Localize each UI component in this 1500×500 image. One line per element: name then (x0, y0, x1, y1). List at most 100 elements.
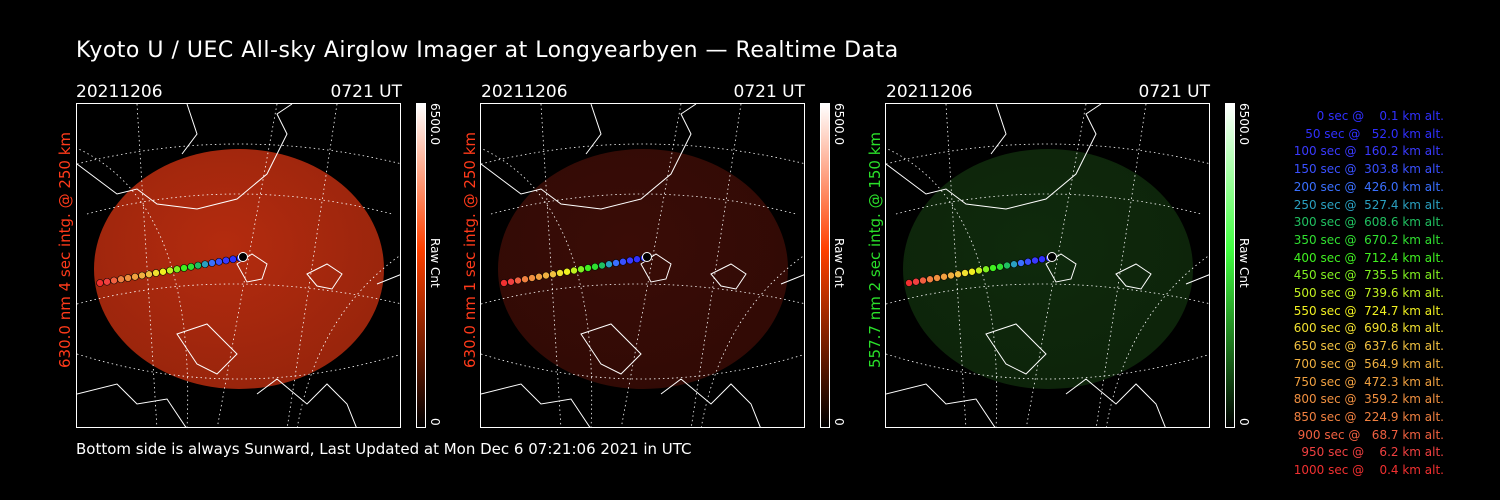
coastline (176, 323, 238, 375)
track-point (535, 272, 543, 281)
track-point (989, 264, 997, 272)
track-point (919, 276, 927, 285)
airglow-disk (94, 149, 384, 389)
track-point (138, 271, 146, 280)
legend-row: 350 sec @ 670.2 km alt. (1289, 232, 1444, 247)
legend-row: 150 sec @ 303.8 km alt. (1289, 162, 1444, 177)
page-title: Kyoto U / UEC All-sky Airglow Imager at … (76, 38, 899, 63)
track-point (947, 271, 955, 280)
panel-3-time: 0721 UT (1138, 82, 1211, 102)
track-point (166, 266, 174, 275)
graticule-line (945, 104, 967, 427)
panel-1-map (77, 104, 400, 427)
coastline (710, 263, 747, 290)
legend-row: 100 sec @ 160.2 km alt. (1289, 144, 1444, 159)
graticule-line (1025, 104, 1087, 427)
panel-3-map (886, 104, 1209, 427)
graticule-line (216, 104, 278, 427)
legend-row: 200 sec @ 426.0 km alt. (1289, 179, 1444, 194)
track-point (1003, 261, 1011, 270)
track-point (131, 272, 139, 281)
track-point (577, 265, 585, 274)
coastline (660, 378, 761, 427)
panel-1-image (76, 103, 401, 428)
legend-row: 550 sec @ 724.7 km alt. (1289, 303, 1444, 318)
track-point (507, 277, 515, 286)
panel-3-side-label: 557.7 nm 2 sec intg. @ 150 km (866, 131, 884, 368)
track-point (605, 260, 613, 269)
track-point (612, 259, 620, 267)
coastline (376, 274, 400, 285)
coastline (985, 323, 1047, 375)
panel-1-side-label: 630.0 nm 4 sec intg. @ 250 km (56, 131, 74, 368)
station-marker (1047, 252, 1057, 262)
coastline (1065, 378, 1166, 427)
legend-row: 900 sec @ 68.7 km alt. (1293, 427, 1444, 442)
track-point (117, 275, 125, 284)
graticule-line (540, 104, 562, 427)
track-point (1038, 255, 1046, 264)
coastline (990, 104, 1007, 155)
legend-row: 750 sec @ 472.3 km alt. (1289, 374, 1444, 389)
coastline (886, 104, 1102, 210)
track-point (940, 272, 948, 281)
coastline (780, 274, 804, 285)
graticule-line (77, 283, 400, 305)
track-point (968, 267, 976, 276)
track-point (159, 267, 167, 276)
legend-row: 400 sec @ 712.4 km alt. (1289, 250, 1444, 265)
track-point (145, 270, 153, 279)
coastline (236, 253, 268, 283)
track-point (926, 275, 934, 284)
station-marker (642, 252, 652, 262)
legend-row: 0 sec @ 0.1 km alt. (1305, 109, 1444, 123)
track-point (961, 269, 969, 277)
track-point (982, 265, 990, 274)
graticule-line (1095, 104, 1147, 427)
coastline (640, 253, 672, 283)
panel-3-date: 20211206 (886, 82, 973, 102)
track-point (905, 279, 913, 287)
track-point (96, 279, 104, 287)
panel-1-colorbar (416, 103, 426, 428)
panel-1-colorbar-unit: Raw Cnt (428, 238, 442, 288)
graticule-line (690, 104, 742, 427)
graticule-line (886, 143, 1209, 165)
graticule-line (886, 283, 1209, 305)
track-point (201, 260, 209, 269)
track-point (187, 262, 195, 271)
legend-row: 650 sec @ 637.6 km alt. (1289, 339, 1444, 354)
panel-2-colorbar-max: 6500.0 (832, 103, 846, 145)
track-point (514, 276, 522, 285)
coastline (1045, 253, 1077, 283)
panel-2-side-label: 630.0 nm 1 sec intg. @ 250 km (461, 131, 479, 368)
track-point (912, 277, 920, 286)
track-point (1024, 257, 1032, 266)
track-point (556, 269, 564, 277)
track-point (1031, 256, 1039, 265)
graticule-line (620, 104, 682, 427)
track-point (954, 270, 962, 279)
panel-3-colorbar-min: 0 (1237, 418, 1251, 426)
track-point (633, 255, 641, 264)
track-point (933, 274, 941, 282)
track-point (563, 267, 571, 276)
coastline (1185, 274, 1209, 285)
panel-1-colorbar-max: 6500.0 (428, 103, 442, 145)
track-point (215, 257, 223, 266)
track-point (626, 256, 634, 265)
panel-2-colorbar-unit: Raw Cnt (832, 238, 846, 288)
graticule-line (136, 104, 158, 427)
coastline (580, 323, 642, 375)
legend-row: 450 sec @ 735.5 km alt. (1289, 268, 1444, 283)
track-point (1010, 260, 1018, 269)
coastline (481, 104, 697, 210)
coastline (585, 104, 602, 155)
panel-2-colorbar (820, 103, 830, 428)
panel-2-colorbar-min: 0 (832, 418, 846, 426)
altitude-legend: 0 sec @ 0.1 km alt. 50 sec @ 52.0 km alt… (1262, 108, 1444, 480)
legend-row: 250 sec @ 527.4 km alt. (1289, 197, 1444, 212)
legend-row: 50 sec @ 52.0 km alt. (1297, 126, 1444, 141)
panel-3-colorbar-unit: Raw Cnt (1237, 238, 1251, 288)
footer-note: Bottom side is always Sunward, Last Upda… (76, 440, 692, 458)
